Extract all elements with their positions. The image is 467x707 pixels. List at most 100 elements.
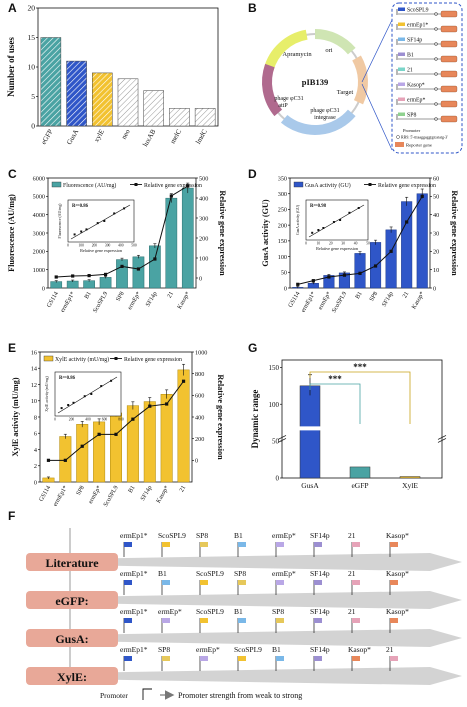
y2-tick-label: 400 xyxy=(199,195,208,202)
line-point xyxy=(373,264,378,268)
x-tick-label-Kasop*: Kasop* xyxy=(410,291,426,311)
line-point xyxy=(342,273,347,277)
y-axis-label: XylE activity (mU/mg) xyxy=(11,377,20,456)
y-tick-label: 0 xyxy=(34,479,37,486)
inset-x-tick: 100 xyxy=(79,244,85,248)
ranking-promoter-SP8: SP8 xyxy=(272,607,284,616)
row-label-3: XylE: xyxy=(57,670,87,684)
attp-segment xyxy=(262,63,283,117)
y-tick-label: 350 xyxy=(278,175,287,182)
promoter-flag xyxy=(124,618,132,623)
ranking-promoter-B1: B1 xyxy=(158,569,167,578)
ranking-promoter-ermEp1*: ermEp1* xyxy=(120,645,148,654)
promoter-21: 21 xyxy=(407,68,413,74)
bar-B1 xyxy=(126,405,139,483)
inset-x-label: Relative gene expression xyxy=(80,248,123,253)
x-tick-label-GusA: GusA xyxy=(65,128,80,146)
line-point xyxy=(54,275,58,279)
y2-tick-label: 0 xyxy=(195,458,198,465)
reporter-gene-box xyxy=(440,70,458,78)
y-tick-label: 3000 xyxy=(33,230,45,237)
y2-tick-label: 40 xyxy=(433,212,439,219)
y-tick-label: 8 xyxy=(34,414,37,421)
y2-tick-label: 10 xyxy=(433,267,439,274)
promoter-flag xyxy=(200,542,208,547)
x-tick-label-21: 21 xyxy=(166,291,175,300)
x-tick-label-ermEp1*: ermEp1* xyxy=(300,291,317,314)
promoter-flag xyxy=(352,580,360,585)
inset-point xyxy=(311,231,314,234)
promoter-flag xyxy=(314,542,322,547)
caption-strength: Promoter strength from weak to strong xyxy=(178,691,302,700)
ranking-promoter-B1: B1 xyxy=(234,531,243,540)
promoter-flag xyxy=(162,542,170,547)
inset-point xyxy=(317,229,320,231)
row-label-box xyxy=(26,591,118,609)
line-point xyxy=(87,274,91,278)
bar-SF14p xyxy=(143,401,156,483)
y2-tick-label: 30 xyxy=(433,230,439,237)
y-tick-label: 100 xyxy=(269,401,280,409)
ranking-promoter-ScoSPL9: ScoSPL9 xyxy=(234,645,262,654)
inset-point xyxy=(90,393,93,395)
inset-fit-line xyxy=(57,376,118,414)
inset-x-tick: 10 xyxy=(317,242,321,246)
inset-x-tick: 200 xyxy=(92,244,98,248)
line-point xyxy=(136,267,141,271)
strength-arrow xyxy=(70,591,462,609)
line-point xyxy=(153,257,157,261)
panel-letter-G: G xyxy=(248,341,257,355)
x-tick-label-GusA: GusA xyxy=(301,481,319,490)
y-tick-label: 150 xyxy=(269,364,280,372)
promoter-flag xyxy=(398,37,405,41)
y-tick-label: 12 xyxy=(31,382,37,389)
legend-label-line: Relative gene expression xyxy=(144,183,202,189)
line-point xyxy=(405,220,409,224)
inset-y-label: GusA activity (GU) xyxy=(296,204,300,235)
x-tick-label-luxAB: luxAB xyxy=(141,128,157,148)
line-point xyxy=(358,271,362,275)
panel-letter-D: D xyxy=(248,167,257,181)
ranking-promoter-ermEp1*: ermEp1* xyxy=(120,531,148,540)
y2-tick-label: 500 xyxy=(199,175,208,182)
bar-B1 xyxy=(354,253,366,289)
y-tick-label: 15 xyxy=(28,33,36,42)
x-tick-label-Kasop*: Kasop* xyxy=(176,291,192,311)
inset-frame xyxy=(54,371,122,417)
y-tick-label: 150 xyxy=(278,238,287,245)
promoter-ranking-panel: Literature ermEp1* ScoSPL9 SP8 B1 ermEp* SF14p… xyxy=(26,528,462,700)
y2-tick-label: 0 xyxy=(199,275,202,282)
promoter-flag xyxy=(390,542,398,547)
promoter-flag xyxy=(352,542,360,547)
x-tick-label-melC: melC xyxy=(169,128,184,145)
line-point xyxy=(97,432,101,436)
promoter-ScoSPL9: ScoSPL9 xyxy=(407,8,429,14)
callout-line xyxy=(361,19,393,83)
bar-ScoSPL9 xyxy=(99,277,112,289)
y2-tick-label: 200 xyxy=(195,436,204,443)
inset-point xyxy=(113,212,116,215)
x-tick-label-lmdC: lmdC xyxy=(194,128,209,146)
legend-reporter-box xyxy=(395,142,404,147)
legend-swatch-bar xyxy=(293,181,304,188)
y-tick-label: 16 xyxy=(31,349,37,356)
inset-point xyxy=(123,207,126,210)
bar-Kasop* xyxy=(160,394,173,483)
feature-ori: ori xyxy=(325,47,332,54)
axis-break-mark xyxy=(437,435,447,440)
legend-marker xyxy=(368,183,372,186)
line-point xyxy=(165,402,169,406)
legend-label-line: Relative gene expression xyxy=(378,183,436,189)
line-point xyxy=(186,184,190,188)
significance-bracket-xyle xyxy=(309,371,411,424)
y-tick-label: 300 xyxy=(278,191,287,198)
x-tick-label-SF14p: SF14p xyxy=(144,291,158,309)
legend-label-bar: Fluorescence (AU/mg) xyxy=(63,182,116,189)
y-tick-label: 0 xyxy=(42,285,45,292)
ranking-promoter-21: 21 xyxy=(386,645,394,654)
promoter-flag xyxy=(276,542,284,547)
bar-ermEp1* xyxy=(66,280,79,289)
promoter-flag xyxy=(398,22,405,26)
legend-swatch-bar xyxy=(43,355,54,362)
